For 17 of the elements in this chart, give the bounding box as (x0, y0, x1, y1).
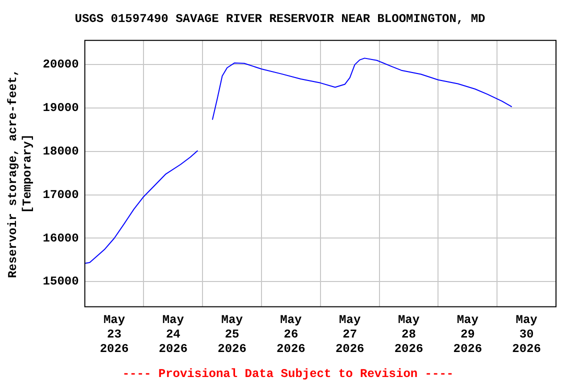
y-axis-title: Reservoir storage, acre-feet, [Temporary] (6, 69, 35, 278)
x-tick-label: May 27 2026 (335, 313, 364, 356)
y-tick-label: 20000 (42, 58, 79, 72)
y-tick-label: 15000 (42, 274, 79, 289)
chart-title: USGS 01597490 SAVAGE RIVER RESERVOIR NEAR BLOOMINGTON, MD (74, 12, 486, 26)
y-tick-label: 18000 (42, 144, 79, 158)
y-tick-label: 19000 (42, 101, 79, 116)
y-tick-label: 17000 (42, 188, 79, 202)
y-tick-label: 16000 (42, 231, 79, 246)
x-tick-label: May 26 2026 (276, 313, 306, 356)
x-tick-label: May 30 2026 (512, 313, 541, 356)
x-tick-label: May 25 2026 (218, 313, 246, 356)
x-tick-label: May 28 2026 (394, 313, 424, 356)
x-tick-label: May 24 2026 (158, 313, 188, 356)
x-tick-label: May 29 2026 (453, 313, 482, 356)
text: ---- Provisional Data Subject to Revision ---- (121, 367, 455, 381)
x-tick-label: May 23 2026 (100, 313, 129, 356)
